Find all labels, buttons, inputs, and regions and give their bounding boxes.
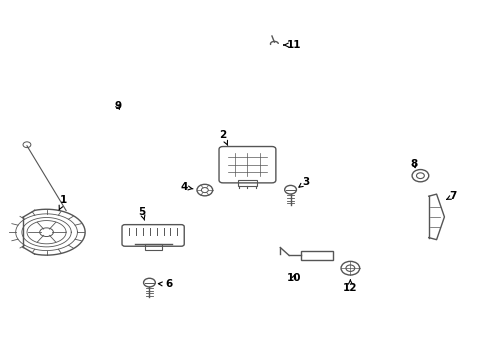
Text: 5: 5 — [139, 207, 146, 220]
Text: 11: 11 — [284, 40, 301, 50]
Text: 8: 8 — [411, 159, 417, 169]
Bar — [145, 244, 162, 250]
Bar — [301, 251, 333, 260]
Text: 10: 10 — [287, 273, 301, 283]
Text: 9: 9 — [114, 101, 121, 111]
Text: 12: 12 — [343, 280, 358, 293]
Text: 4: 4 — [180, 182, 193, 192]
Text: 7: 7 — [446, 191, 457, 201]
Bar — [238, 180, 257, 186]
Text: 3: 3 — [299, 177, 310, 187]
Text: 1: 1 — [59, 195, 67, 210]
Text: 2: 2 — [220, 130, 228, 145]
Text: 6: 6 — [158, 279, 172, 289]
